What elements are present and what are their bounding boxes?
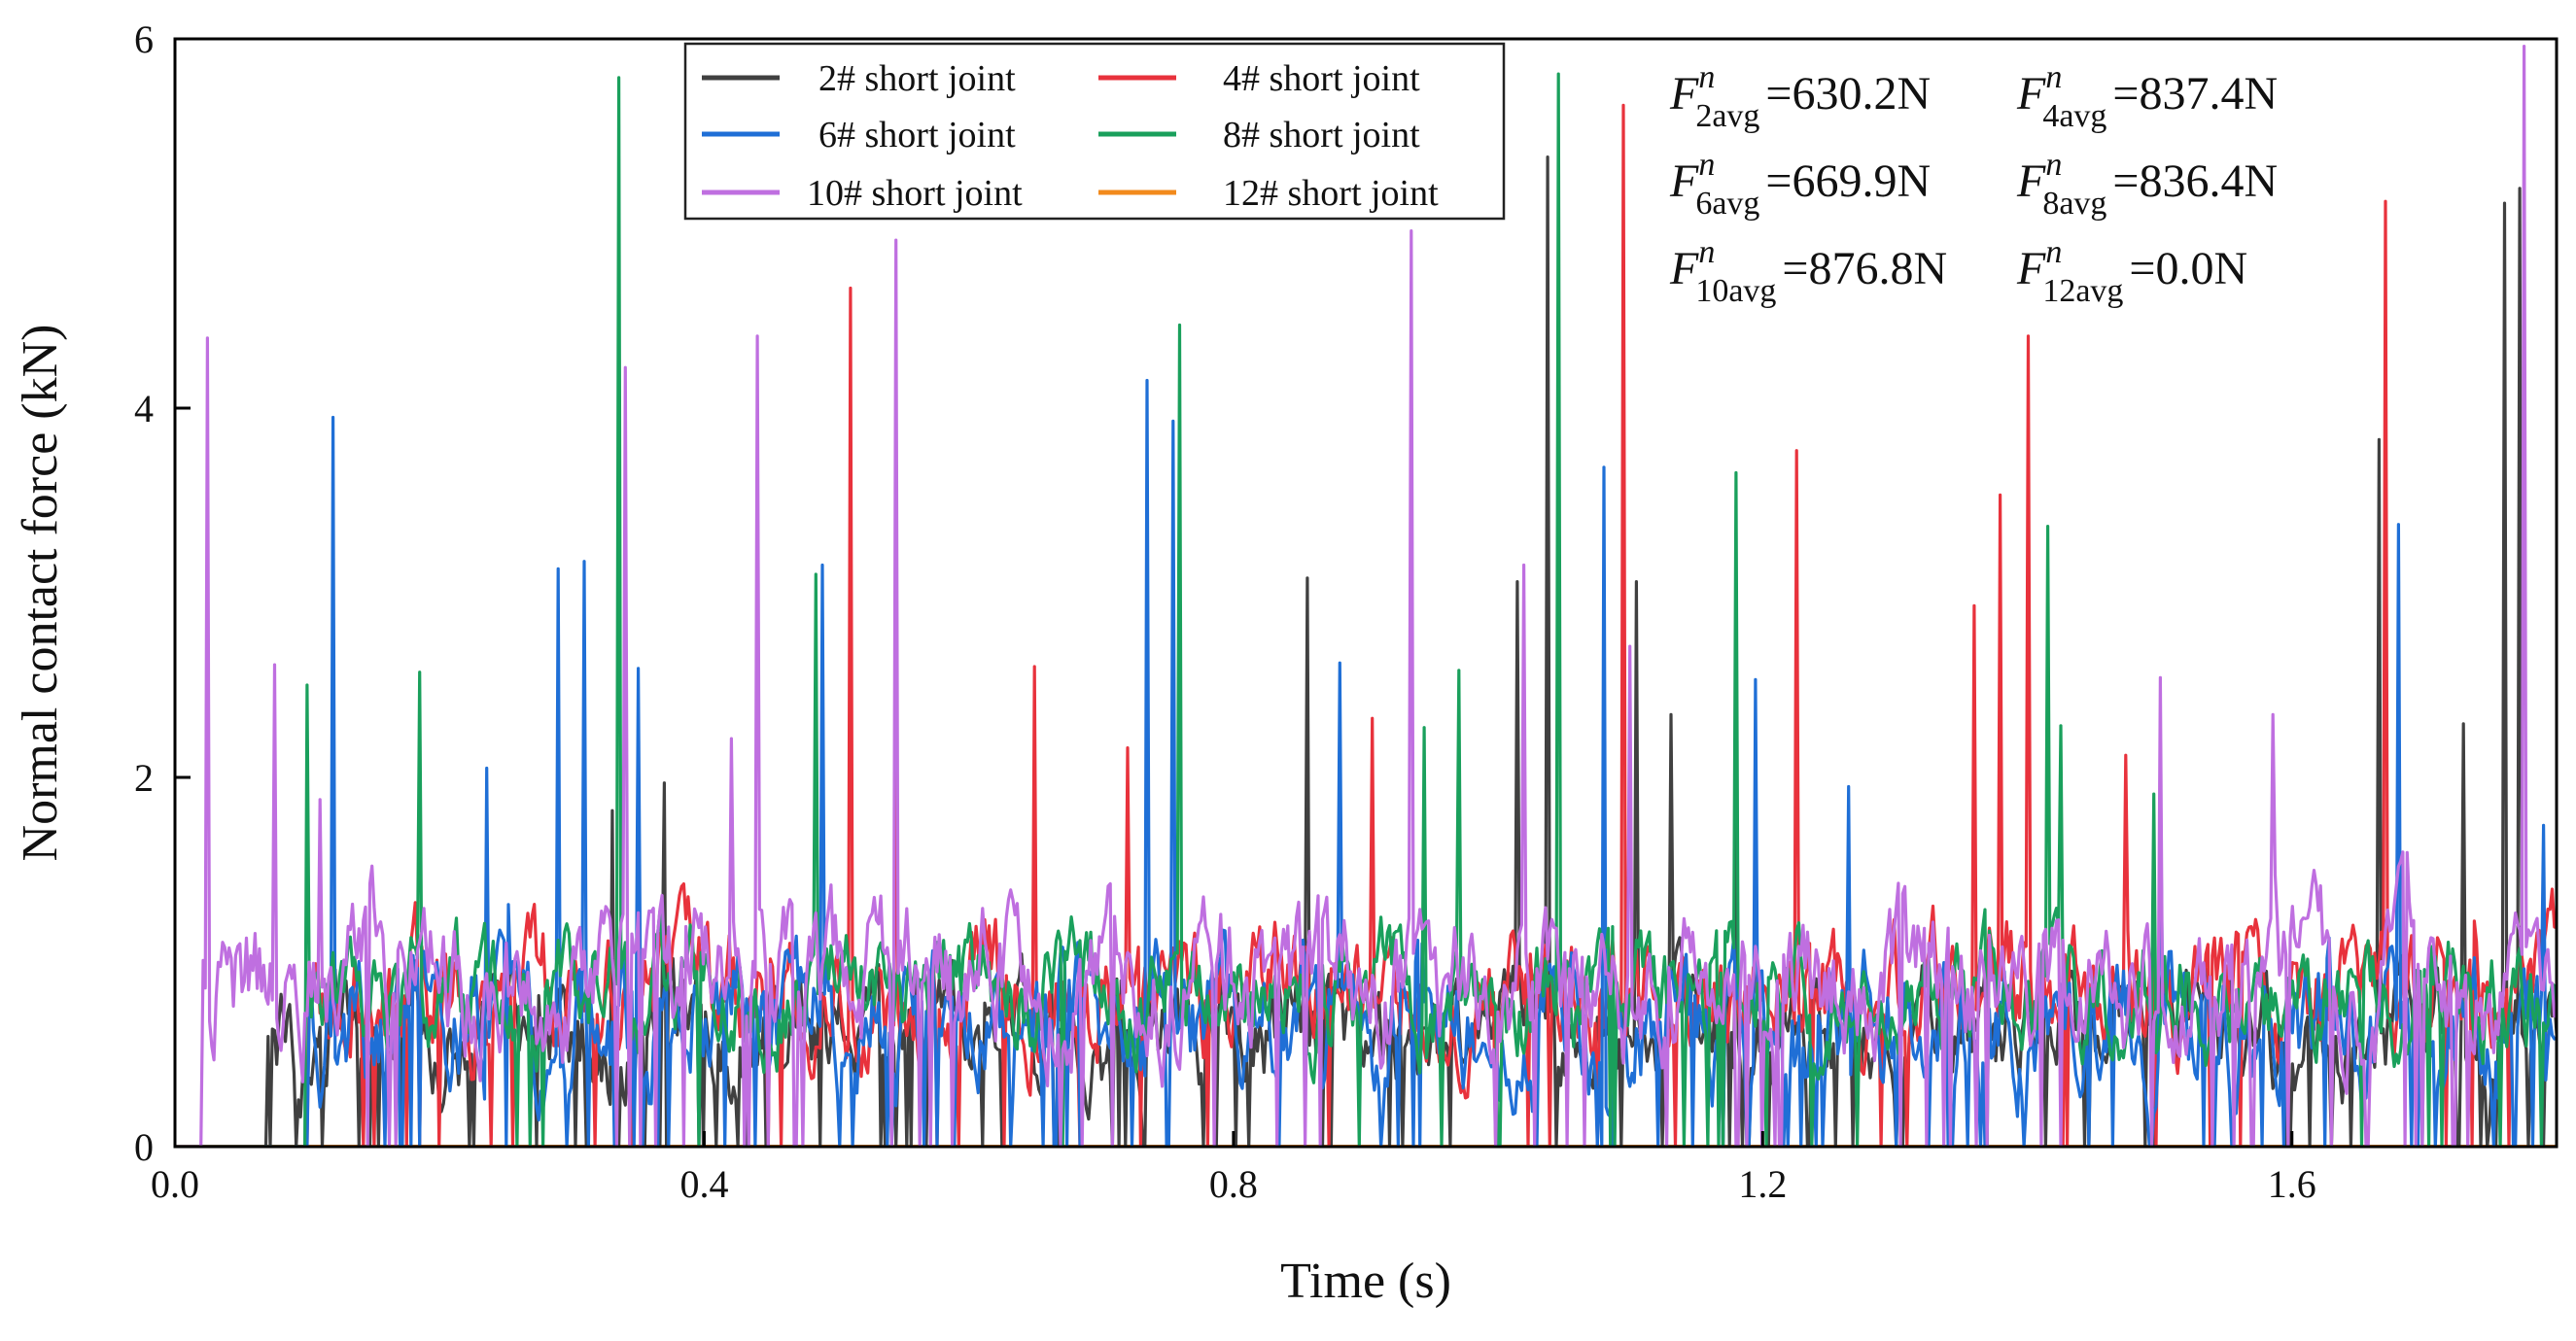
series-line-10-short-joint xyxy=(175,45,2557,1147)
annotation-subscript: 2avg xyxy=(1695,98,1759,134)
y-axis-title: Normal contact force (kN) xyxy=(13,325,68,862)
annotation-value: =836.4N xyxy=(2112,155,2278,207)
legend-box xyxy=(683,42,1506,221)
annotation-superscript: n xyxy=(2045,59,2062,95)
legend-label-6: 6# short joint xyxy=(818,115,1016,155)
annotation-symbol: F xyxy=(1669,68,1699,120)
annotation-f12avg: Fn 12avg =0.0N xyxy=(2016,234,2247,309)
annotation-symbol: F xyxy=(1669,243,1699,294)
annotation-value: =876.8N xyxy=(1782,243,1947,294)
legend-label-12: 12# short joint xyxy=(1223,173,1439,214)
annotation-superscript: n xyxy=(2045,147,2062,183)
x-axis-ticks: 0.0 0.4 0.8 1.2 1.6 xyxy=(151,1131,2316,1206)
annotation-subscript: 12avg xyxy=(2042,273,2123,309)
x-tick-label: 0.8 xyxy=(1209,1162,1258,1206)
annotation-symbol: F xyxy=(2016,155,2046,207)
annotation-subscript: 10avg xyxy=(1695,273,1776,309)
annotation-subscript: 4avg xyxy=(2042,98,2106,134)
x-tick-label: 1.2 xyxy=(1738,1162,1787,1206)
annotation-superscript: n xyxy=(1698,234,1715,270)
annotation-f10avg: Fn 10avg =876.8N xyxy=(1669,234,1947,309)
legend-label-2: 2# short joint xyxy=(818,58,1016,99)
annotation-subscript: 8avg xyxy=(2042,186,2106,222)
annotation-symbol: F xyxy=(2016,243,2046,294)
y-axis-ticks: 0 2 4 6 xyxy=(134,17,191,1169)
annotation-f6avg: Fn 6avg =669.9N xyxy=(1669,147,1931,222)
legend-label-8: 8# short joint xyxy=(1223,115,1420,155)
annotation-symbol: F xyxy=(1669,155,1699,207)
annotation-value: =630.2N xyxy=(1765,68,1931,120)
x-axis-title: Time (s) xyxy=(1280,1254,1451,1309)
annotation-f8avg: Fn 8avg =836.4N xyxy=(2016,147,2278,222)
legend-label-10: 10# short joint xyxy=(807,173,1023,214)
legend: 2# short joint 4# short joint 6# short j… xyxy=(683,42,1506,221)
annotation-superscript: n xyxy=(1698,59,1715,95)
annotation-value: =837.4N xyxy=(2112,68,2278,120)
plot-frame xyxy=(173,37,2559,1149)
annotation-superscript: n xyxy=(1698,147,1715,183)
y-tick-label: 2 xyxy=(134,756,154,800)
series-layer xyxy=(175,45,2557,1147)
y-tick-label: 4 xyxy=(134,387,154,430)
annotation-value: =0.0N xyxy=(2129,243,2247,294)
annotation-f4avg: Fn 4avg =837.4N xyxy=(2016,59,2278,134)
average-force-annotations: Fn 2avg =630.2N Fn 4avg =837.4N Fn 6avg =669.9… xyxy=(1669,59,2278,309)
x-tick-label: 1.6 xyxy=(2268,1162,2316,1206)
x-tick-label: 0.4 xyxy=(679,1162,728,1206)
annotation-subscript: 6avg xyxy=(1695,186,1759,222)
y-tick-label: 6 xyxy=(134,17,154,61)
annotation-superscript: n xyxy=(2045,234,2062,270)
legend-label-4: 4# short joint xyxy=(1223,58,1420,99)
x-tick-label: 0.0 xyxy=(151,1162,199,1206)
y-tick-label: 0 xyxy=(134,1125,154,1169)
annotation-f2avg: Fn 2avg =630.2N xyxy=(1669,59,1931,134)
annotation-value: =669.9N xyxy=(1765,155,1931,207)
annotation-symbol: F xyxy=(2016,68,2046,120)
